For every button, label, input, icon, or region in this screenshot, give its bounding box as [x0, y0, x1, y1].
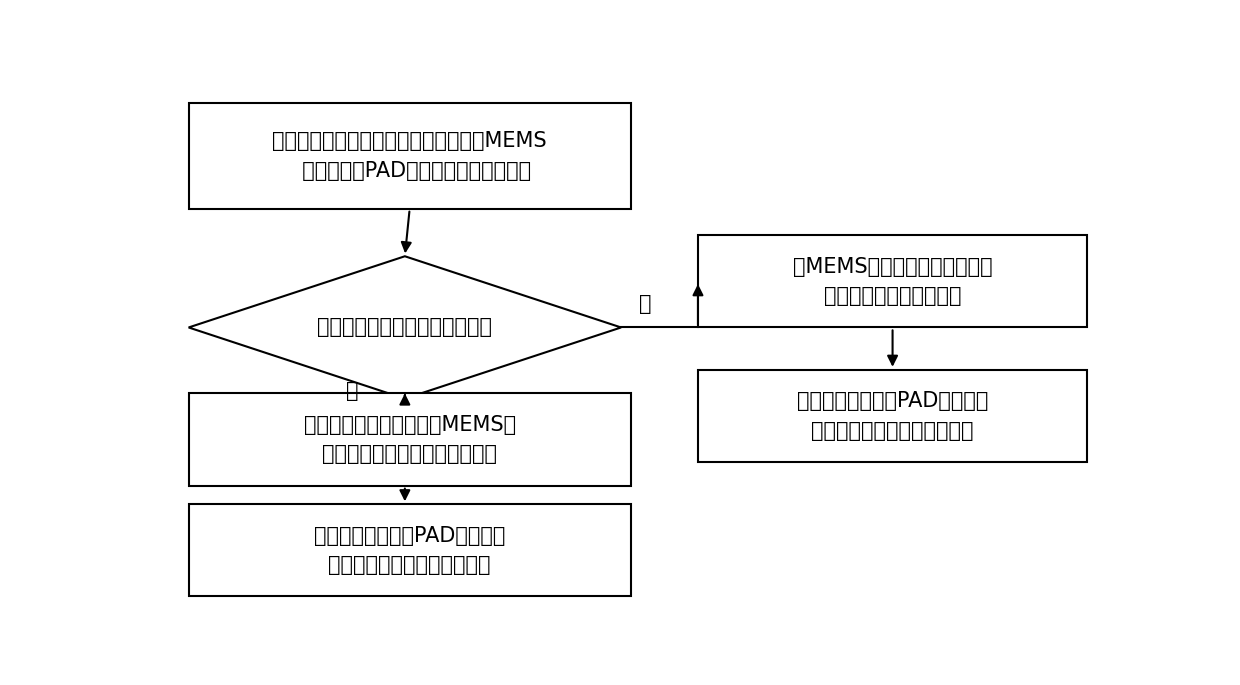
Text: 将第一位置信息与PAD地图信息
进行交互，生成导航提示信息: 将第一位置信息与PAD地图信息 进行交互，生成导航提示信息	[797, 391, 988, 440]
FancyBboxPatch shape	[698, 370, 1087, 462]
FancyBboxPatch shape	[188, 103, 631, 209]
FancyBboxPatch shape	[698, 235, 1087, 327]
Text: 否: 否	[639, 295, 651, 314]
Text: 获取第一区域中的第一蓝牙标签信息、MEMS
  惯导信息、PAD地图信息以及里程信息: 获取第一区域中的第一蓝牙标签信息、MEMS 惯导信息、PAD地图信息以及里程信息	[273, 132, 547, 181]
Text: 将第二位置信息与PAD地图信息
进行交互，生成导航提示信息: 将第二位置信息与PAD地图信息 进行交互，生成导航提示信息	[314, 525, 506, 575]
FancyBboxPatch shape	[188, 504, 631, 597]
Text: 是: 是	[346, 381, 358, 401]
Polygon shape	[188, 256, 621, 399]
Text: 将MEMS惯导信息以及里程信息
融合，生成第一位置信息: 将MEMS惯导信息以及里程信息 融合，生成第一位置信息	[792, 256, 992, 306]
Text: 判断第一蓝牙标签信息是否有效: 判断第一蓝牙标签信息是否有效	[317, 317, 492, 338]
FancyBboxPatch shape	[188, 393, 631, 486]
Text: 将第一蓝牙标签信息以及MEMS惯
导信息融合，生成第二位置信息: 将第一蓝牙标签信息以及MEMS惯 导信息融合，生成第二位置信息	[304, 414, 516, 464]
